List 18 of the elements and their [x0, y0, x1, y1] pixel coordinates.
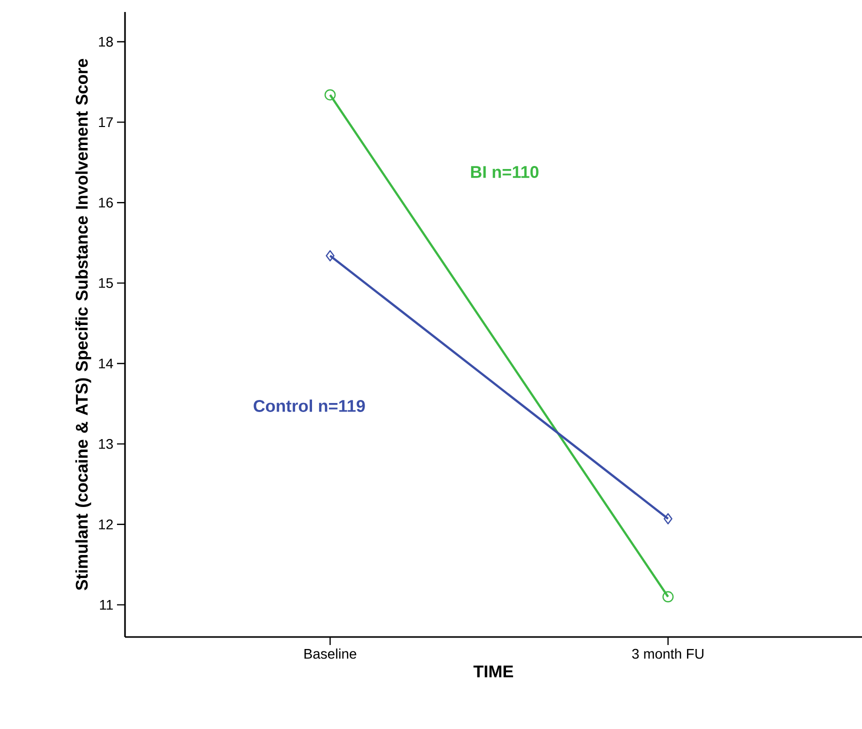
point [324, 89, 336, 100]
x-tick-label: Baseline [304, 648, 356, 659]
point [326, 250, 334, 262]
y-tick-label: 12 [99, 520, 113, 530]
text: BI n=110 [471, 166, 538, 178]
x-tick-label: 3 month FU [632, 648, 704, 659]
point [664, 513, 672, 524]
y-tick-label: 18 [99, 36, 113, 47]
text: Control n=119 [254, 400, 365, 412]
y-tick-label: 11 [100, 600, 113, 610]
y-tick-label: 14 [99, 358, 114, 368]
point [662, 591, 674, 602]
y-tick-label: 15 [99, 278, 113, 288]
y-tick-label: 13 [99, 439, 113, 449]
y-tick-label: 16 [99, 198, 113, 208]
x-axis-title: TIME [473, 666, 514, 678]
y-tick-label: 17 [99, 117, 113, 127]
y-axis-title: Stimulant (cocaine & ATS) Specific Substance Involvement Score [75, 58, 92, 590]
